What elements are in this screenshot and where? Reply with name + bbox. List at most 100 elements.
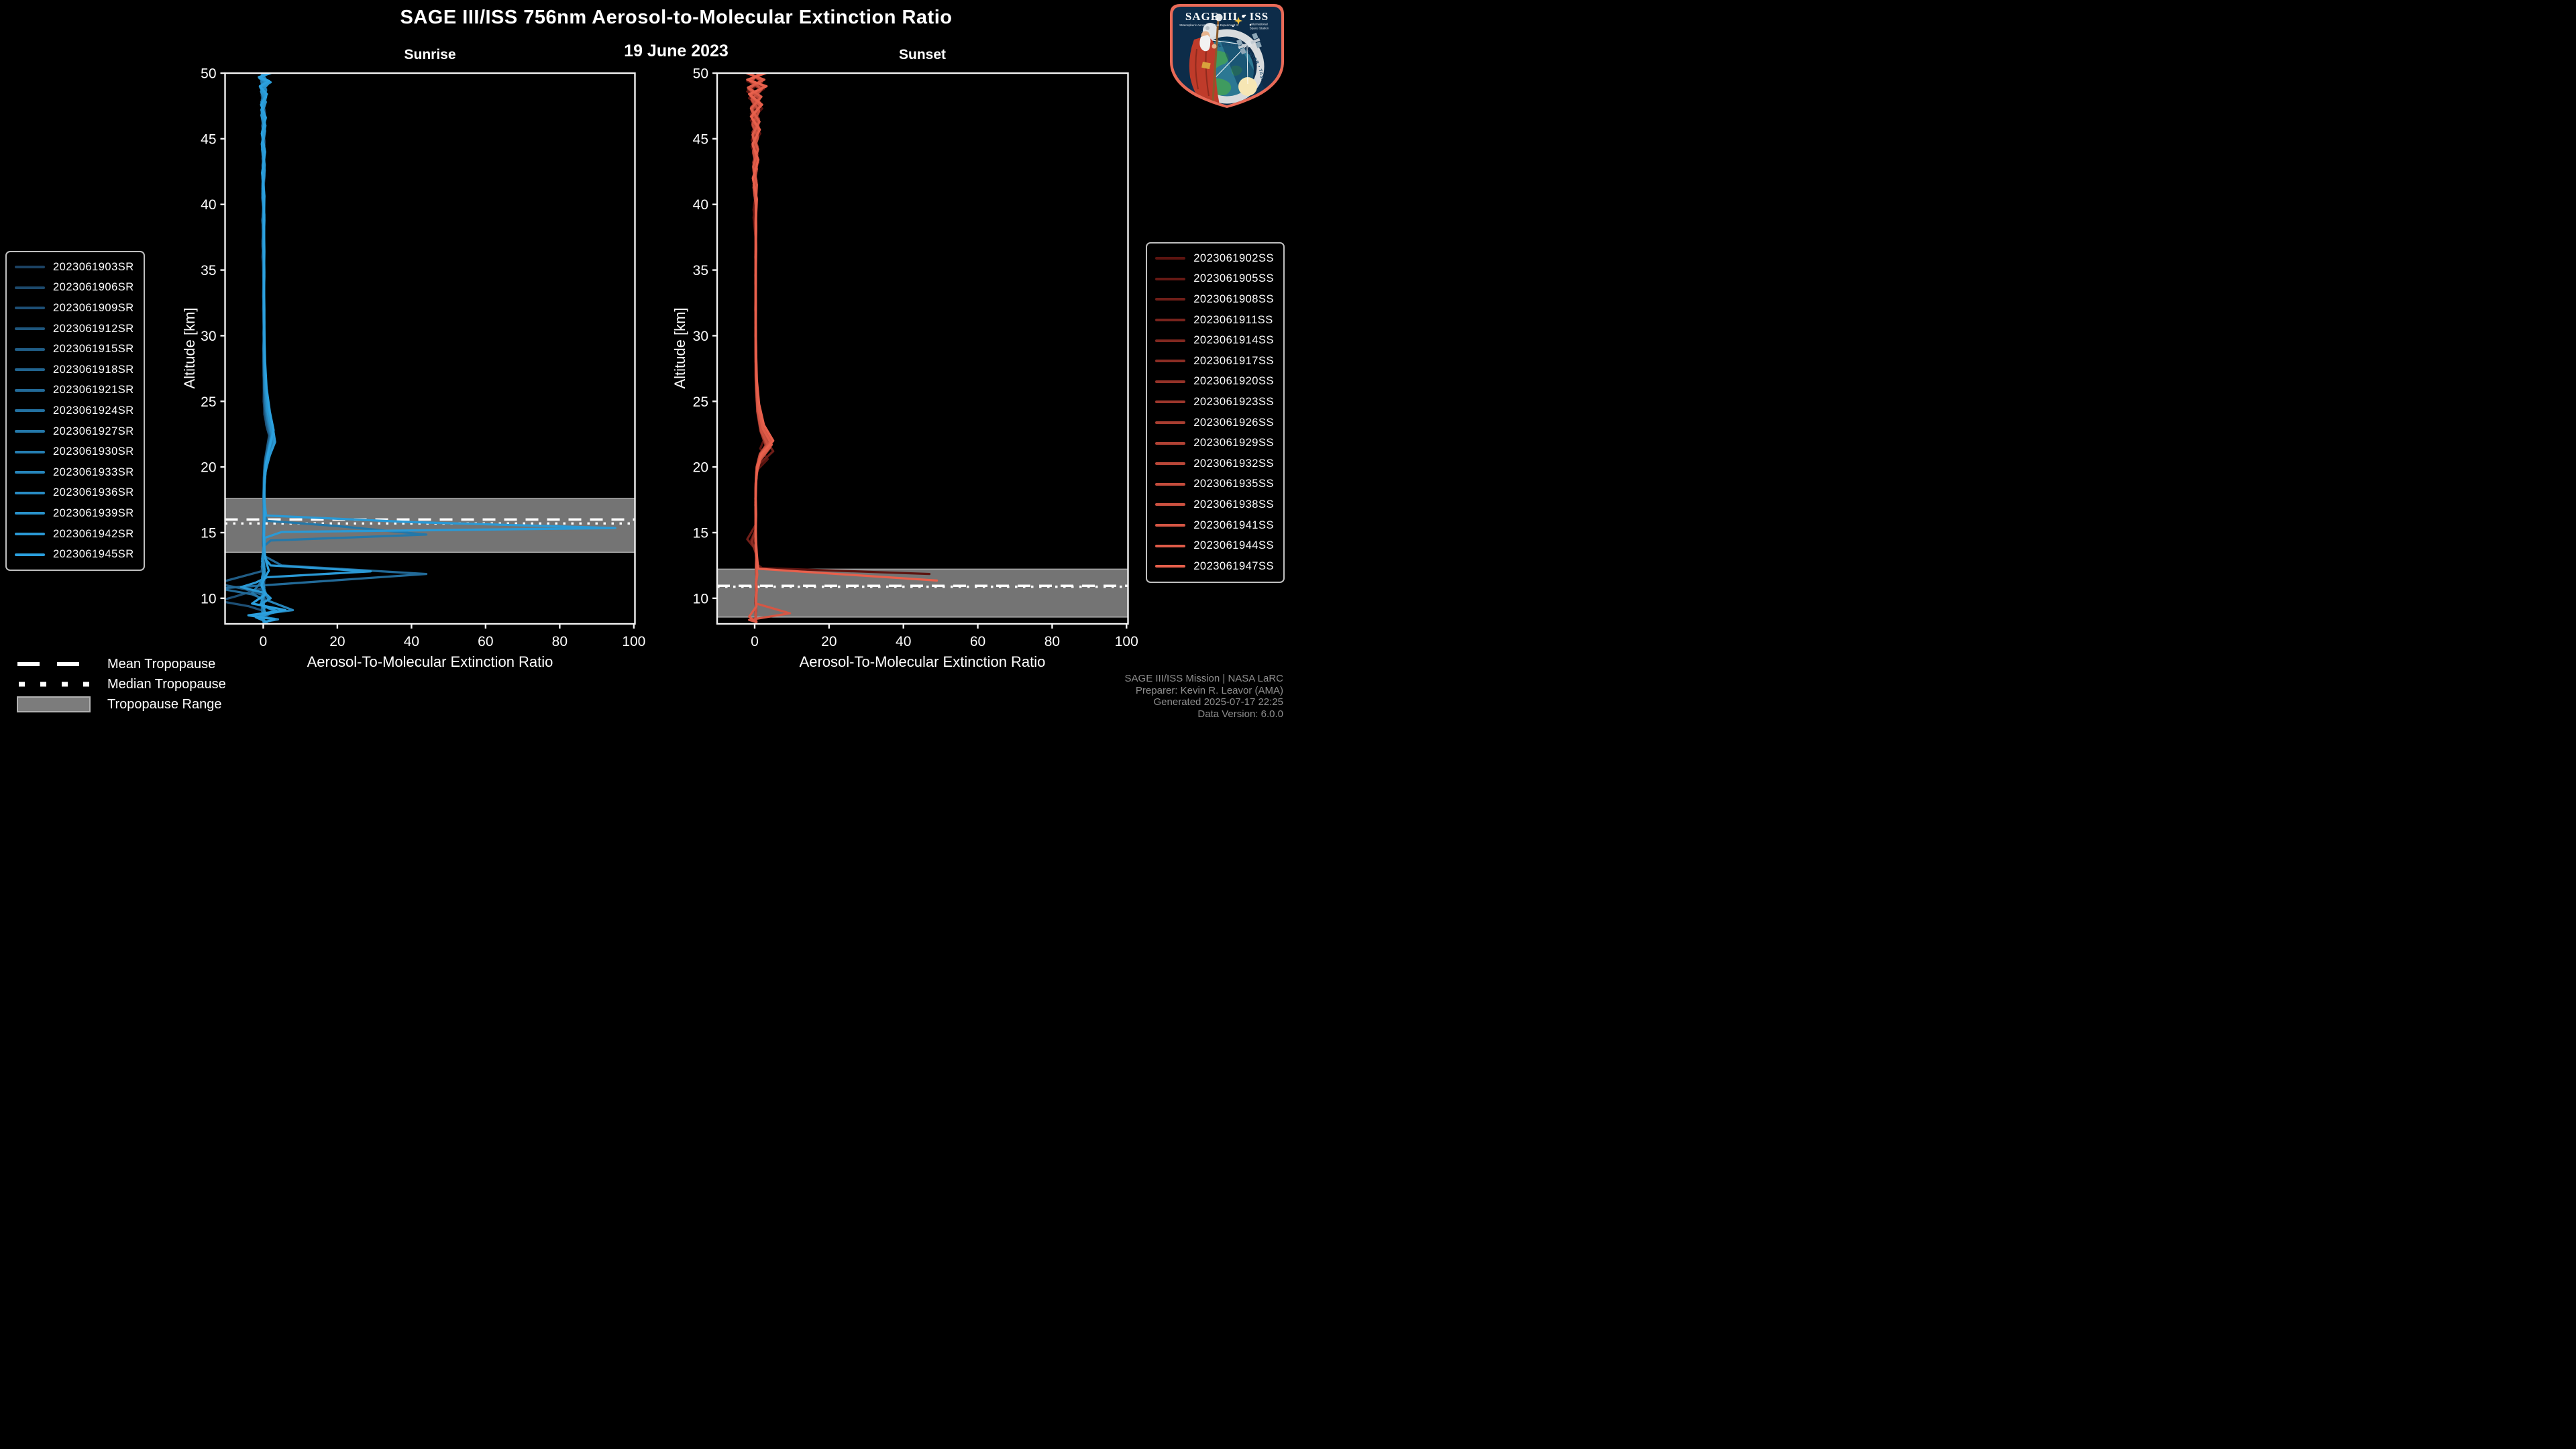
legend-item: 2023061915SR (15, 339, 134, 360)
sunset-y-axis-label: Altitude [km] (672, 307, 688, 389)
legend-item: 2023061909SR (15, 298, 134, 319)
legend-item: 2023061930SR (15, 441, 134, 462)
legend-item: 2023061911SS (1155, 310, 1274, 331)
legend-line-swatch (15, 286, 45, 289)
legend-line-swatch (1155, 421, 1186, 425)
sunrise-x-axis-label: Aerosol-To-Molecular Extinction Ratio (307, 653, 553, 670)
legend-line-swatch (15, 471, 45, 474)
sunrise-panel: 0 20 40 60 80 100 10 15 20 25 30 35 40 45 50 (201, 66, 645, 650)
y-tick-label: 35 (693, 263, 708, 278)
y-tick-label: 15 (201, 525, 216, 541)
credit-mission: SAGE III/ISS Mission | NASA LaRC (1124, 673, 1283, 684)
legend-label: 2023061923SS (1193, 395, 1274, 408)
x-tick-label: 20 (821, 634, 837, 649)
legend-item: 2023061947SS (1155, 556, 1274, 577)
x-tick-label: 20 (329, 634, 345, 649)
credit-data-version: Data Version: 6.0.0 (1197, 708, 1283, 720)
legend-item: 2023061912SR (15, 319, 134, 339)
legend-label: 2023061932SS (1193, 457, 1274, 470)
legend-line-swatch (15, 512, 45, 515)
legend-item: 2023061939SR (15, 503, 134, 524)
x-tick-label: 0 (260, 634, 268, 649)
logo-sun (1238, 77, 1257, 96)
legend-label: 2023061926SS (1193, 416, 1274, 429)
legend-label: 2023061939SR (53, 506, 134, 519)
legend-line-swatch (15, 430, 45, 433)
legend-item: 2023061923SS (1155, 392, 1274, 413)
legend-line-swatch (1155, 441, 1186, 445)
logo-subtitle-right-2: Space Station (1250, 27, 1269, 30)
logo-star-small-2 (1249, 23, 1252, 26)
x-tick-label: 0 (751, 634, 759, 649)
x-tick-label: 100 (1115, 634, 1138, 649)
legend-label: 2023061930SR (53, 445, 134, 458)
logo-moon-crater (1205, 26, 1210, 30)
legend-label: 2023061924SR (53, 404, 134, 417)
y-tick-label: 30 (693, 329, 708, 344)
legend-label: 2023061905SS (1193, 272, 1274, 285)
legend-label: 2023061936SR (53, 486, 134, 499)
legend-line-swatch (15, 491, 45, 494)
legend-item: 2023061938SS (1155, 494, 1274, 515)
mean-tropopause-dash-icon (17, 662, 90, 666)
legend-line-swatch (1155, 319, 1186, 322)
legend-line-swatch (1155, 524, 1186, 527)
sunset-legend: 2023061902SS 2023061905SS 2023061908SS 2023… (1146, 242, 1285, 583)
legend-line-swatch (1155, 462, 1186, 466)
y-tick-label: 50 (201, 66, 216, 82)
profile-2023061944SS (745, 73, 773, 623)
legend-label: 2023061902SS (1193, 252, 1274, 264)
legend-item: 2023061932SS (1155, 453, 1274, 474)
legend-line-swatch (15, 327, 45, 331)
legend-item: 2023061935SS (1155, 474, 1274, 495)
panel-border (716, 72, 1129, 625)
date-subtitle: 19 June 2023 (624, 42, 729, 60)
legend-item: 2023061926SS (1155, 413, 1274, 433)
y-tick-label: 50 (693, 66, 708, 82)
legend-line-swatch (15, 409, 45, 413)
legend-item: 2023061945SR (15, 544, 134, 565)
credit-preparer: Preparer: Kevin R. Leavor (AMA) (1135, 684, 1283, 696)
legend-item: 2023061908SS (1155, 289, 1274, 310)
median-tropopause-legend-item: Median Tropopause (16, 674, 226, 694)
legend-line-swatch (15, 553, 45, 556)
y-tick-label: 35 (201, 263, 216, 278)
legend-line-swatch (1155, 257, 1186, 260)
legend-line-swatch (15, 266, 45, 269)
tropopause-range-band (225, 498, 635, 553)
legend-item: 2023061920SS (1155, 372, 1274, 392)
y-tick-label: 30 (201, 329, 216, 344)
legend-item: 2023061918SR (15, 360, 134, 380)
legend-item: 2023061914SS (1155, 330, 1274, 351)
x-tick-label: 100 (622, 634, 645, 649)
legend-label: 2023061903SR (53, 260, 134, 273)
legend-line-swatch (1155, 565, 1186, 568)
legend-item: 2023061905SS (1155, 269, 1274, 290)
x-tick-label: 60 (970, 634, 985, 649)
x-tick-label: 60 (478, 634, 493, 649)
logo-sage-figure (1189, 13, 1223, 105)
legend-item: 2023061917SS (1155, 351, 1274, 372)
tropopause-legend: Mean Tropopause Median Tropopause Tropop… (16, 654, 226, 714)
mean-tropopause-legend-item: Mean Tropopause (16, 654, 226, 674)
legend-line-swatch (1155, 380, 1186, 383)
y-tick-label: 45 (693, 131, 708, 147)
legend-item: 2023061936SR (15, 483, 134, 504)
legend-label: 2023061920SS (1193, 375, 1274, 388)
legend-label: 2023061911SS (1193, 313, 1273, 326)
tropopause-range-band (717, 569, 1128, 617)
y-tick-label: 20 (693, 460, 708, 476)
y-tick-label: 40 (201, 197, 216, 213)
legend-label: 2023061944SS (1193, 539, 1274, 552)
legend-label: 2023061929SS (1193, 437, 1274, 449)
legend-item: 2023061906SR (15, 278, 134, 299)
logo-title: SAGE III • ISS (1185, 10, 1269, 23)
y-tick-label: 20 (201, 460, 216, 476)
chart-canvas: 0 20 40 60 80 100 10 15 20 25 30 35 40 45 50 0 20 40 60 80 1… (201, 66, 1138, 650)
median-tropopause-dot-icon (19, 682, 90, 687)
y-tick-label: 40 (693, 197, 708, 213)
legend-line-swatch (1155, 544, 1186, 547)
legend-label: 2023061935SS (1193, 478, 1274, 490)
legend-label: 2023061918SR (53, 363, 134, 376)
legend-label: 2023061909SR (53, 301, 134, 314)
